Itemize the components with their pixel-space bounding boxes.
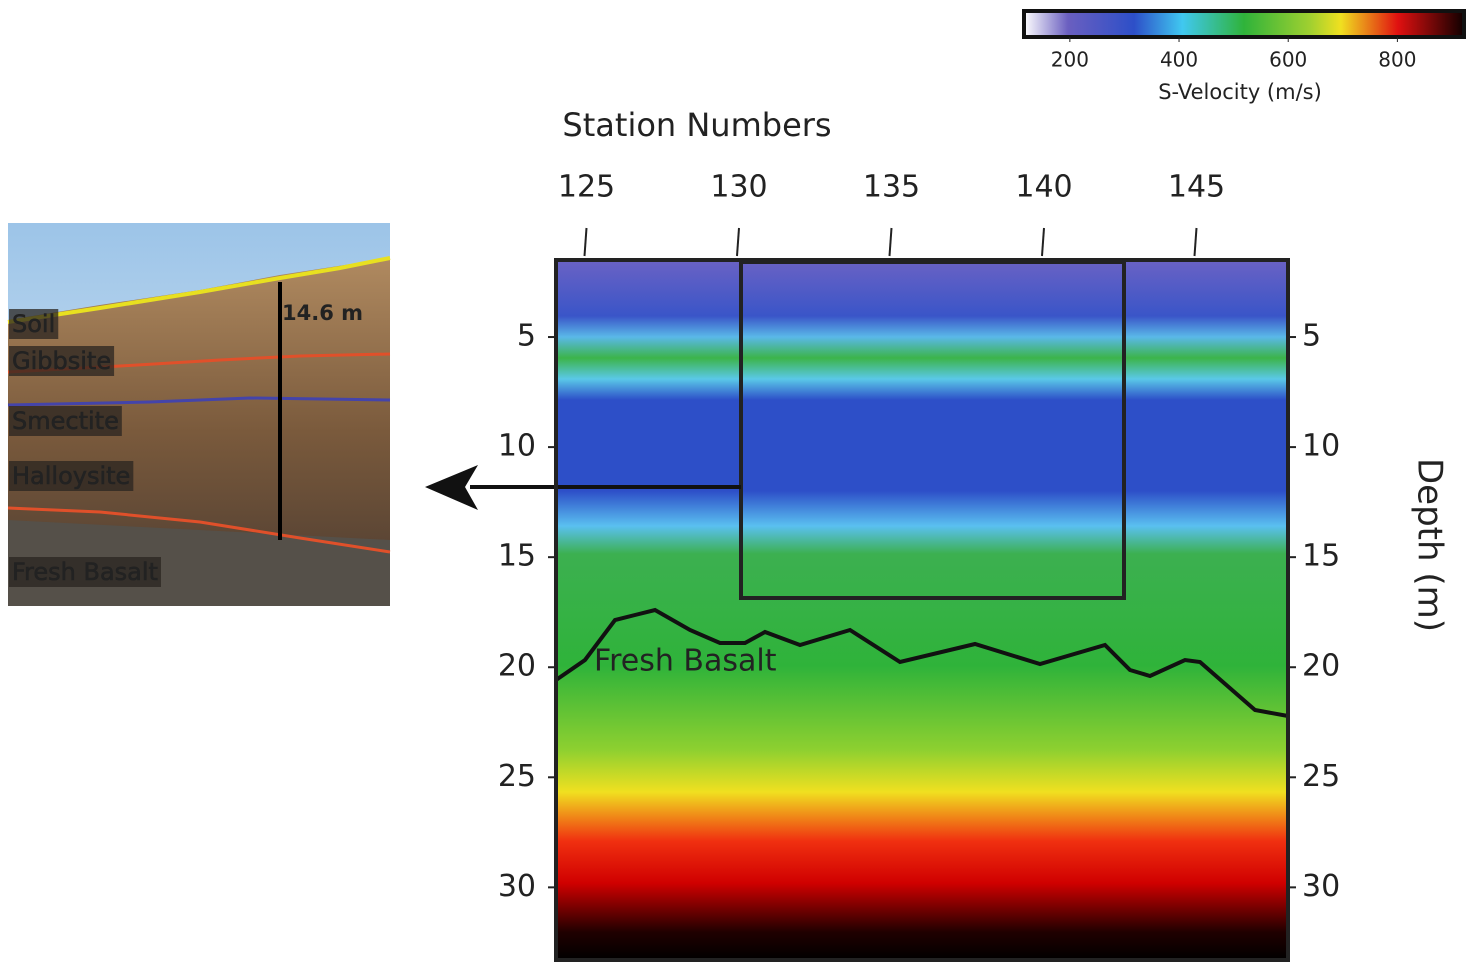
y-tick-label: 30 (498, 869, 536, 904)
y-tick-label: 15 (498, 539, 536, 574)
colorbar-tick-label: 600 (1269, 48, 1307, 72)
x-tick-label: 135 (863, 170, 920, 205)
colorbar-tick-label: 400 (1160, 48, 1198, 72)
colorbar-tick-label: 800 (1378, 48, 1416, 72)
x-tick-label: 130 (710, 170, 767, 205)
velocity-section (556, 260, 1288, 960)
layer-label: Soil (12, 310, 55, 338)
x-tick-label: 125 (558, 170, 615, 205)
y2-tick-label: 20 (1302, 649, 1340, 684)
figure: Station Numbers Depth (m) Fresh Basalt S… (0, 0, 1469, 963)
x-tick-label: 140 (1015, 170, 1072, 205)
y2-tick-label: 25 (1302, 759, 1340, 794)
x-axis-title: Station Numbers (562, 106, 831, 144)
colorbar-tick-label: 200 (1051, 48, 1089, 72)
layer-label: Smectite (12, 407, 119, 435)
y2-tick-label: 10 (1302, 429, 1340, 464)
layer-label: Gibbsite (12, 347, 111, 375)
x-tick-label: 145 (1168, 170, 1225, 205)
y-tick-label: 20 (498, 649, 536, 684)
y2-tick-label: 15 (1302, 539, 1340, 574)
layer-label: Fresh Basalt (12, 558, 158, 586)
y2-tick-label: 5 (1302, 319, 1321, 354)
colorbar (1024, 11, 1464, 37)
colorbar-label: S-Velocity (m/s) (1158, 80, 1322, 104)
y-axis-title: Depth (m) (1410, 458, 1450, 632)
y-tick-label: 10 (498, 429, 536, 464)
y2-tick-label: 30 (1302, 869, 1340, 904)
y-tick-label: 5 (517, 319, 536, 354)
layer-label: Halloysite (12, 462, 130, 490)
scale-label: 14.6 m (282, 301, 363, 325)
x-tick (585, 228, 587, 256)
x-tick (1042, 228, 1044, 256)
x-tick (1195, 228, 1197, 256)
annotation: Fresh Basalt (594, 644, 777, 679)
y-tick-label: 25 (498, 759, 536, 794)
x-tick (737, 228, 739, 256)
x-tick (890, 228, 892, 256)
